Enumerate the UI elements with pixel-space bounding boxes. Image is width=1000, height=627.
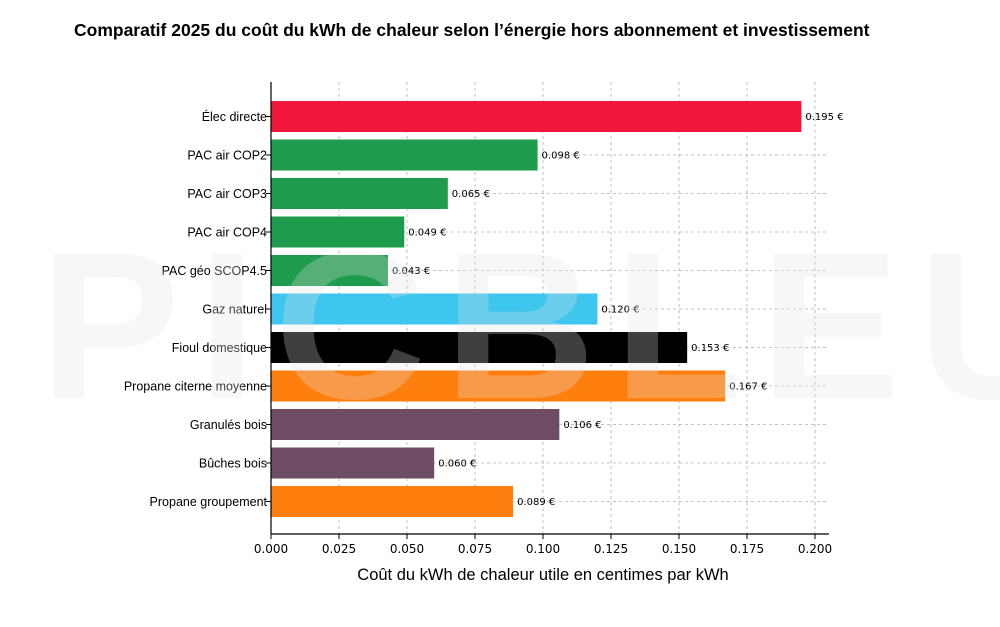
x-tick-label: 0.125 bbox=[594, 542, 628, 556]
value-label: 0.089 € bbox=[517, 497, 555, 508]
bar bbox=[271, 255, 388, 286]
bar bbox=[271, 293, 598, 325]
x-tick-label: 0.200 bbox=[798, 542, 832, 556]
value-label: 0.098 € bbox=[542, 151, 580, 162]
chart-title: Comparatif 2025 du coût du kWh de chaleu… bbox=[74, 20, 870, 40]
labels: 0.000 0.025 0.050 0.075 0.100 0.125 0.150 0.175… bbox=[124, 109, 844, 556]
x-tick-label: 0.150 bbox=[662, 542, 696, 556]
value-label: 0.120 € bbox=[601, 305, 639, 316]
bar bbox=[271, 409, 560, 440]
value-label: 0.060 € bbox=[438, 459, 476, 470]
category-label: PAC air COP3 bbox=[187, 187, 267, 201]
category-label: PAC air COP4 bbox=[187, 226, 267, 240]
bar bbox=[271, 178, 448, 209]
value-label: 0.153 € bbox=[691, 343, 729, 354]
category-label: Granulés bois bbox=[190, 418, 267, 432]
category-label: Élec directe bbox=[202, 109, 267, 124]
bar bbox=[271, 370, 726, 402]
category-label: Propane citerne moyenne bbox=[124, 380, 267, 394]
bar bbox=[271, 216, 405, 248]
x-tick-label: 0.075 bbox=[458, 542, 492, 556]
axes bbox=[266, 82, 829, 539]
x-tick-label: 0.100 bbox=[526, 542, 560, 556]
value-label: 0.195 € bbox=[805, 112, 843, 123]
x-axis-label: Coût du kWh de chaleur utile en centimes… bbox=[357, 566, 729, 584]
bar bbox=[271, 486, 514, 517]
x-tick-label: 0.175 bbox=[730, 542, 764, 556]
bars bbox=[271, 101, 802, 517]
category-label: Propane groupement bbox=[150, 495, 268, 509]
category-label: Gaz naturel bbox=[202, 303, 267, 317]
value-label: 0.106 € bbox=[563, 420, 601, 431]
value-label: 0.065 € bbox=[452, 189, 490, 200]
bar bbox=[271, 447, 435, 479]
category-label: PAC géo SCOP4.5 bbox=[162, 264, 267, 278]
category-label: PAC air COP2 bbox=[187, 149, 267, 163]
x-tick-label: 0.025 bbox=[322, 542, 356, 556]
bar bbox=[271, 139, 538, 171]
value-label: 0.049 € bbox=[408, 228, 446, 239]
x-tick-label: 0.050 bbox=[390, 542, 424, 556]
value-label: 0.167 € bbox=[729, 382, 767, 393]
bar bbox=[271, 101, 802, 132]
category-label: Bûches bois bbox=[199, 457, 267, 471]
value-label: 0.043 € bbox=[392, 266, 430, 277]
bar bbox=[271, 332, 688, 363]
category-label: Fioul domestique bbox=[172, 341, 267, 355]
x-tick-label: 0.000 bbox=[254, 542, 288, 556]
